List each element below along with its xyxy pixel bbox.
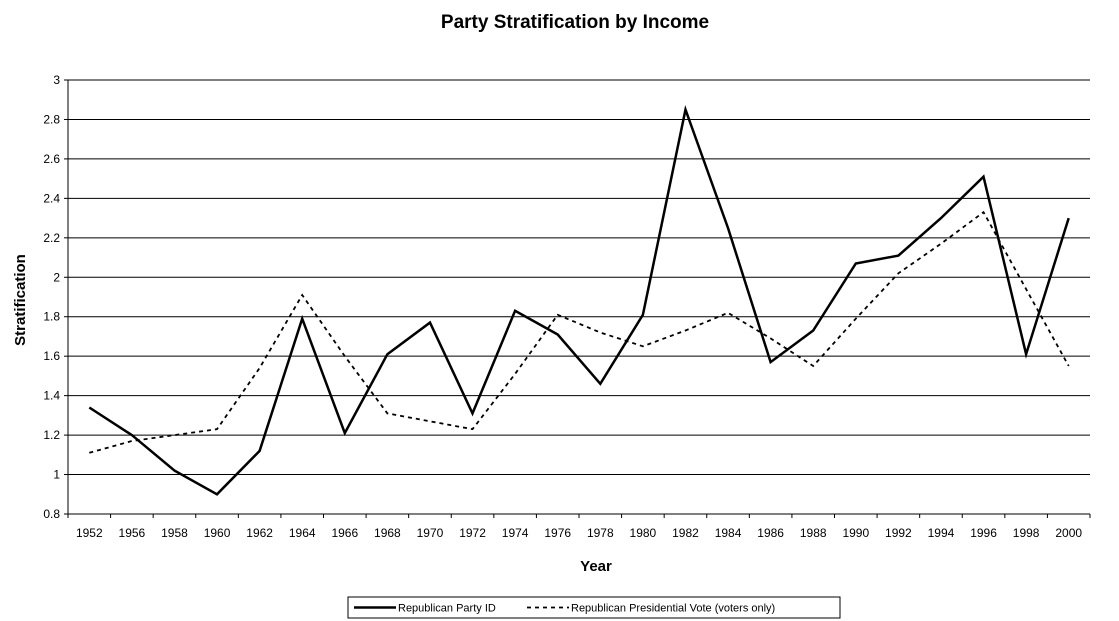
- legend-label-republican-presidential-vote: Republican Presidential Vote (voters onl…: [571, 603, 775, 615]
- x-tick-label: 1978: [587, 526, 614, 540]
- x-tick-label: 1998: [1013, 526, 1040, 540]
- axes: [64, 79, 1091, 518]
- series-lines: [88, 105, 1070, 496]
- x-tick-label: 1960: [204, 526, 231, 540]
- series-line-republican-presidential-vote-voters-only: [89, 210, 1070, 454]
- y-tick-label: 2.2: [43, 231, 60, 245]
- x-tick-label: 1972: [459, 526, 486, 540]
- x-tick-label: 2000: [1055, 526, 1082, 540]
- x-tick-label: 1982: [672, 526, 699, 540]
- x-tick-label: 1988: [800, 526, 827, 540]
- x-tick-label: 1990: [842, 526, 869, 540]
- x-tick-label: 1976: [544, 526, 571, 540]
- x-tick-label: 1966: [331, 526, 358, 540]
- x-tick-labels: 1952 1956 1958 1960 1962 1964 1966 1968 1970 1972…: [76, 526, 1082, 540]
- x-tick-label: 1952: [76, 526, 103, 540]
- y-tick-label: 1.4: [43, 389, 60, 403]
- x-tick-label: 1974: [502, 526, 529, 540]
- x-tick-label: 1970: [417, 526, 444, 540]
- x-tick-label: 1980: [630, 526, 657, 540]
- series-line-republican-party-id: [88, 105, 1070, 496]
- y-tick-label: 2.6: [43, 152, 60, 166]
- y-tick-label: 2.4: [43, 191, 60, 205]
- x-tick-label: 1984: [715, 526, 742, 540]
- x-tick-label: 1964: [289, 526, 316, 540]
- x-tick-label: 1992: [885, 526, 912, 540]
- y-axis-title: Stratification: [12, 254, 29, 346]
- y-tick-label: 0.8: [43, 507, 60, 521]
- y-tick-label: 3: [53, 73, 60, 87]
- y-tick-label: 2.8: [43, 112, 60, 126]
- y-tick-label: 1.6: [43, 349, 60, 363]
- legend: Republican Party ID Republican President…: [347, 596, 841, 619]
- x-tick-label: 1962: [246, 526, 273, 540]
- legend-box: [347, 596, 841, 619]
- x-tick-label: 1994: [928, 526, 955, 540]
- legend-label-republican-party-id: Republican Party ID: [398, 603, 496, 615]
- y-tick-labels: 0.8 1 1.2 1.4 1.6 1.8 2 2.2 2.4 2.6 2.8 3: [43, 73, 60, 521]
- x-tick-label: 1996: [970, 526, 997, 540]
- chart-title: Party Stratification by Income: [441, 12, 709, 33]
- y-tick-label: 1.2: [43, 428, 60, 442]
- gridlines: [68, 79, 1090, 515]
- y-tick-label: 2: [53, 270, 60, 284]
- x-tick-label: 1958: [161, 526, 188, 540]
- x-tick-label: 1986: [757, 526, 784, 540]
- x-axis-title: Year: [580, 558, 612, 575]
- x-tick-label: 1956: [119, 526, 146, 540]
- y-tick-label: 1: [53, 468, 60, 482]
- y-tick-label: 1.8: [43, 310, 60, 324]
- x-tick-label: 1968: [374, 526, 401, 540]
